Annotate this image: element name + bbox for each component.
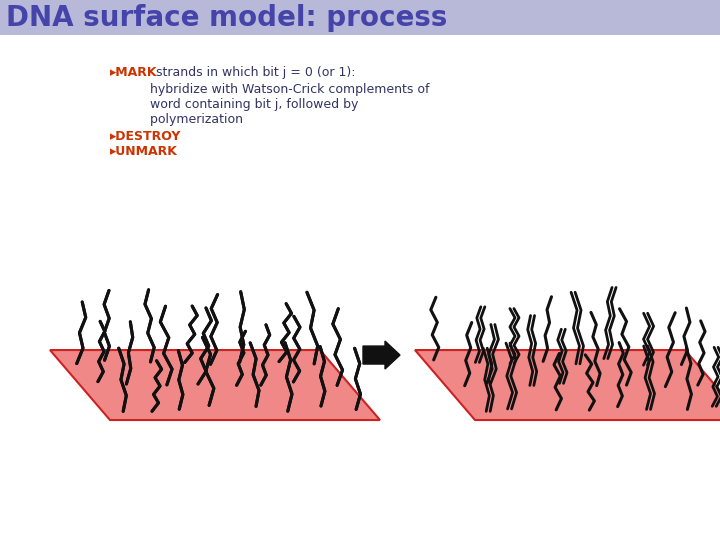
Text: ▸UNMARK: ▸UNMARK bbox=[110, 145, 178, 158]
Polygon shape bbox=[50, 350, 380, 420]
Text: strands in which bit j = 0 (or 1):: strands in which bit j = 0 (or 1): bbox=[152, 66, 356, 79]
Text: ▸DESTROY: ▸DESTROY bbox=[110, 130, 181, 143]
FancyArrow shape bbox=[363, 341, 400, 369]
Polygon shape bbox=[415, 350, 720, 420]
FancyBboxPatch shape bbox=[0, 0, 720, 35]
Text: hybridize with Watson-Crick complements of: hybridize with Watson-Crick complements … bbox=[130, 83, 430, 96]
Text: DNA surface model: process: DNA surface model: process bbox=[6, 4, 447, 32]
Text: ▸MARK: ▸MARK bbox=[110, 66, 158, 79]
Text: word containing bit j, followed by: word containing bit j, followed by bbox=[130, 98, 359, 111]
Text: polymerization: polymerization bbox=[130, 113, 243, 126]
